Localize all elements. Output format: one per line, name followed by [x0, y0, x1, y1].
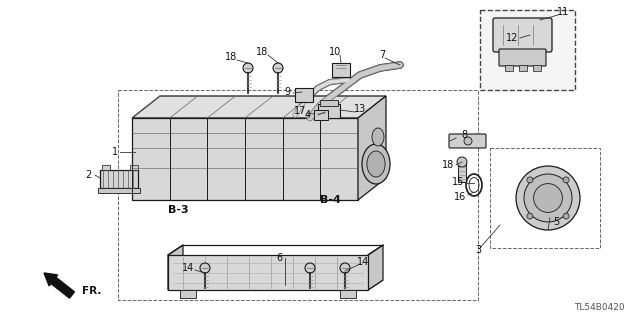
Circle shape: [273, 63, 283, 73]
Text: FR.: FR.: [82, 286, 101, 296]
Ellipse shape: [372, 128, 384, 146]
Text: 18: 18: [256, 47, 268, 57]
Bar: [100, 170, 138, 188]
Text: 14: 14: [357, 257, 369, 267]
Text: 5: 5: [553, 217, 559, 227]
Circle shape: [464, 137, 472, 145]
Text: 18: 18: [442, 160, 454, 170]
Text: 17: 17: [294, 106, 306, 116]
Ellipse shape: [367, 151, 385, 177]
Text: 7: 7: [379, 50, 385, 60]
Ellipse shape: [516, 166, 580, 230]
Circle shape: [527, 177, 533, 183]
Text: 16: 16: [454, 192, 466, 202]
Text: B-4: B-4: [319, 195, 340, 205]
Bar: [180, 290, 196, 298]
Circle shape: [340, 263, 350, 273]
Text: 8: 8: [461, 130, 467, 140]
Circle shape: [563, 213, 569, 219]
Text: 14: 14: [182, 263, 194, 273]
Polygon shape: [358, 96, 386, 200]
Bar: [314, 110, 328, 120]
Text: 12: 12: [506, 33, 518, 43]
FancyBboxPatch shape: [449, 134, 486, 148]
Polygon shape: [168, 280, 383, 290]
Polygon shape: [132, 118, 358, 200]
Bar: [519, 65, 527, 71]
Bar: [505, 65, 513, 71]
Bar: [458, 162, 466, 182]
Text: 13: 13: [354, 104, 366, 114]
Bar: [533, 65, 541, 71]
Text: 6: 6: [276, 253, 282, 263]
Bar: [118, 90, 478, 300]
Text: TL54B0420: TL54B0420: [574, 303, 625, 312]
Text: 4: 4: [305, 110, 311, 120]
FancyArrow shape: [44, 273, 74, 298]
Circle shape: [243, 63, 253, 73]
Text: B-3: B-3: [168, 205, 188, 215]
Circle shape: [457, 157, 467, 167]
Bar: [295, 88, 313, 102]
Text: 11: 11: [557, 7, 569, 17]
Polygon shape: [168, 255, 368, 290]
FancyBboxPatch shape: [493, 18, 552, 52]
Text: 3: 3: [475, 245, 481, 255]
Polygon shape: [368, 245, 383, 290]
Bar: [318, 104, 340, 118]
Bar: [320, 100, 338, 106]
Text: 9: 9: [284, 87, 290, 97]
Bar: [340, 290, 356, 298]
Bar: [102, 165, 110, 170]
Bar: [490, 148, 600, 248]
Circle shape: [527, 213, 533, 219]
Circle shape: [305, 263, 315, 273]
Polygon shape: [132, 96, 386, 118]
Ellipse shape: [362, 144, 390, 184]
Ellipse shape: [534, 184, 563, 212]
Bar: [332, 63, 350, 77]
Text: 1: 1: [112, 147, 118, 157]
Text: 18: 18: [225, 52, 237, 62]
Ellipse shape: [524, 174, 572, 222]
Circle shape: [563, 177, 569, 183]
Text: 15: 15: [452, 177, 464, 187]
Text: 2: 2: [85, 170, 91, 180]
Polygon shape: [168, 245, 183, 290]
Text: 10: 10: [329, 47, 341, 57]
Bar: [130, 165, 138, 170]
FancyBboxPatch shape: [499, 49, 546, 66]
Circle shape: [200, 263, 210, 273]
Bar: [98, 188, 140, 193]
Bar: [480, 10, 575, 90]
